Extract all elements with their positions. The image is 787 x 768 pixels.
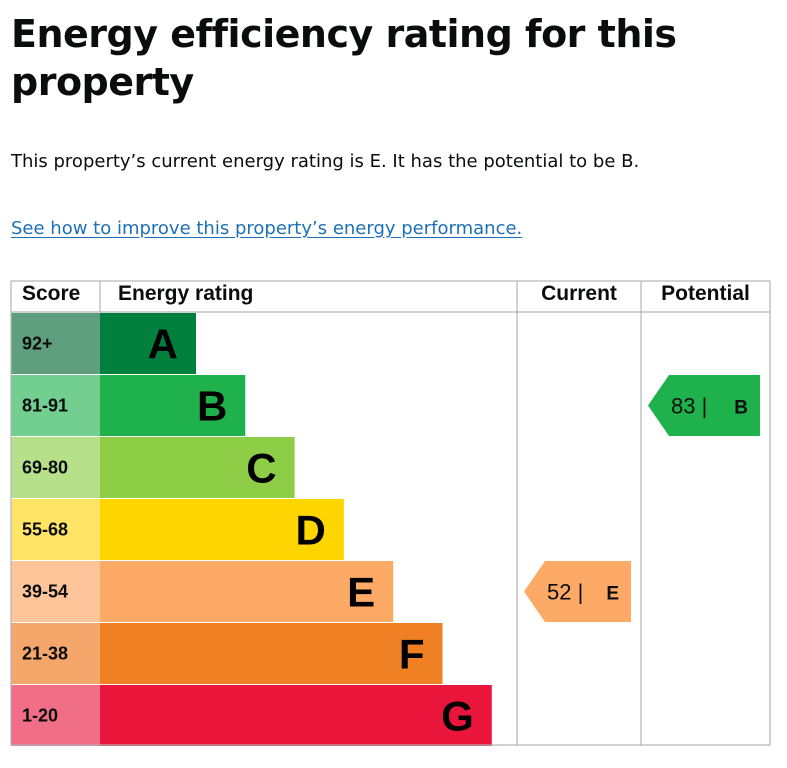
rating-bar-g <box>100 685 492 746</box>
score-range-a: 92+ <box>22 334 53 354</box>
rating-letter-c: C <box>246 445 276 492</box>
score-range-e: 39-54 <box>22 582 68 602</box>
rating-bar-e <box>100 561 394 622</box>
rating-bar-c <box>100 437 295 498</box>
rating-summary: This property’s current energy rating is… <box>11 151 640 172</box>
column-header-current: Current <box>541 282 617 305</box>
rating-letter-e: E <box>347 569 375 616</box>
rating-bar-b <box>100 375 246 436</box>
rating-bar-f <box>100 623 443 684</box>
rating-bar-a <box>100 313 196 374</box>
potential-rating-score: 83 | <box>671 394 707 419</box>
score-cell-d <box>11 499 100 560</box>
improve-performance-link[interactable]: See how to improve this property’s energ… <box>11 218 523 239</box>
column-header-energy-rating: Energy rating <box>118 282 253 305</box>
current-rating-letter: E <box>606 584 619 605</box>
score-range-g: 1-20 <box>22 706 58 726</box>
potential-rating-letter: B <box>734 398 748 419</box>
score-cell-a <box>11 313 100 374</box>
score-cell-c <box>11 437 100 498</box>
score-range-f: 21-38 <box>22 644 68 664</box>
score-cell-b <box>11 375 100 436</box>
score-cell-f <box>11 623 100 684</box>
rating-bar-d <box>100 499 344 560</box>
score-cell-e <box>11 561 100 622</box>
rating-letter-g: G <box>441 693 474 740</box>
score-range-b: 81-91 <box>22 396 68 416</box>
potential-rating-arrow <box>648 375 760 436</box>
page-title: Energy efficiency rating for this proper… <box>11 12 677 104</box>
table-border <box>10 280 771 746</box>
current-rating-score: 52 | <box>547 580 583 605</box>
rating-letter-b: B <box>197 383 227 430</box>
column-header-potential: Potential <box>661 282 750 305</box>
rating-letter-d: D <box>296 507 326 554</box>
rating-letter-f: F <box>399 631 425 678</box>
score-range-c: 69-80 <box>22 458 68 478</box>
rating-letter-a: A <box>148 321 178 368</box>
score-cell-g <box>11 685 100 746</box>
current-rating-arrow <box>524 561 631 622</box>
column-header-score: Score <box>22 282 80 305</box>
score-range-d: 55-68 <box>22 520 68 540</box>
